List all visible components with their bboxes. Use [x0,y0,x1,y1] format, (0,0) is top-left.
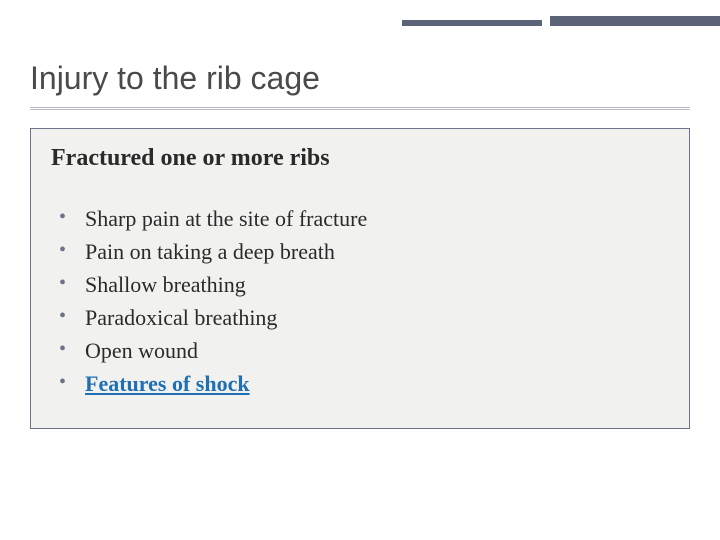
link-text[interactable]: Features of shock [85,371,250,396]
bullet-list: Sharp pain at the site of fracturePain o… [51,202,669,400]
content-box: Fractured one or more ribs Sharp pain at… [30,128,690,429]
list-item: Sharp pain at the site of fracture [51,202,669,235]
accent-bar-small [402,20,542,26]
list-item: Open wound [51,334,669,367]
title-underline [30,107,690,110]
accent-bar-large [550,16,720,26]
list-item: Features of shock [51,367,669,400]
list-item: Shallow breathing [51,268,669,301]
list-item: Pain on taking a deep breath [51,235,669,268]
content-subtitle: Fractured one or more ribs [51,145,669,172]
top-accent-bars [402,0,720,26]
list-item: Paradoxical breathing [51,301,669,334]
